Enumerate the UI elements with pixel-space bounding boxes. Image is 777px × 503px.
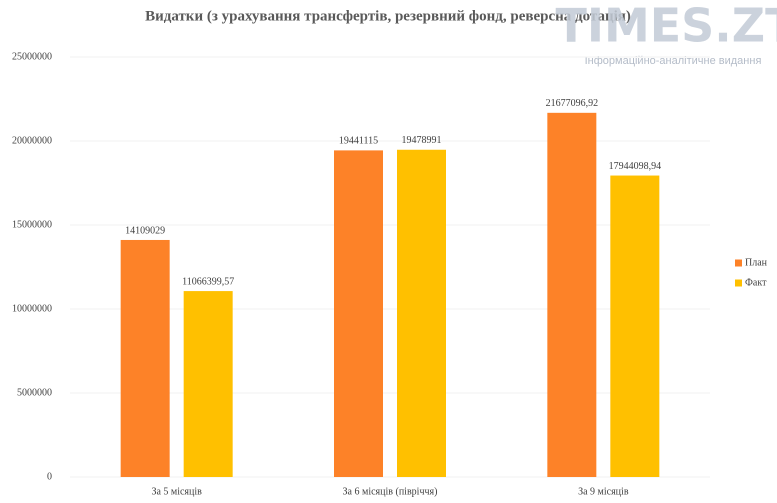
legend-swatch [735, 279, 742, 287]
value-label: 19441115 [339, 136, 378, 147]
y-tick-label: 5000000 [17, 387, 52, 398]
bar [120, 239, 170, 477]
x-tick-label: За 9 місяців [578, 486, 629, 497]
value-label: 21677096,92 [546, 98, 599, 109]
y-tick-label: 25000000 [12, 51, 52, 62]
value-label: 17944098,94 [609, 161, 662, 172]
watermark-subtitle: Інформаційно-аналітичне видання [585, 55, 762, 67]
x-tick-label: За 6 місяців (півріччя) [343, 486, 438, 497]
y-tick-label: 20000000 [12, 135, 52, 146]
legend-label: Факт [745, 277, 767, 288]
value-label: 19478991 [402, 135, 442, 146]
bar [610, 175, 660, 478]
value-label: 11066399,57 [182, 276, 234, 287]
legend-swatch [735, 259, 742, 267]
chart-title: Видатки (з урахування трансфертів, резер… [145, 8, 631, 24]
bar [547, 112, 597, 477]
value-label: 14109029 [125, 225, 165, 236]
watermark-title: TIMES.ZT [555, 0, 777, 53]
bar [334, 150, 383, 477]
y-tick-label: 0 [47, 471, 52, 482]
bar [397, 149, 446, 478]
x-tick-label: За 5 місяців [151, 486, 202, 497]
legend-label: План [745, 257, 768, 268]
y-tick-label: 15000000 [12, 219, 52, 230]
y-tick-label: 10000000 [12, 303, 52, 314]
bar [183, 291, 233, 477]
